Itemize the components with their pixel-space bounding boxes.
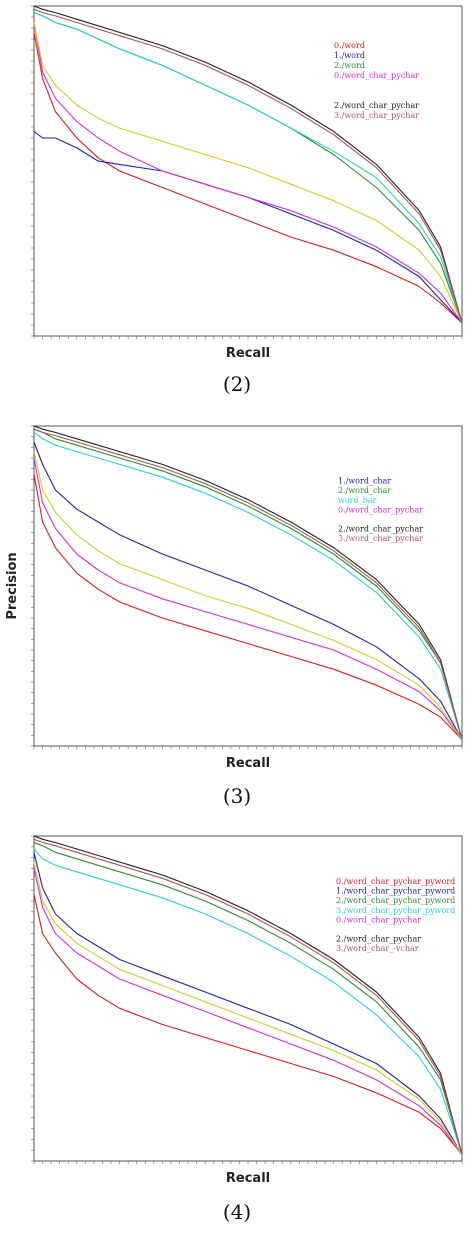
panel-label-2: (2) <box>222 372 252 396</box>
legend-entry-0: 0./word <box>334 41 365 50</box>
series-line-7 <box>33 838 463 1155</box>
pr-chart-panel-4: 0./word_char_pychar_pyword 1./word_char_p… <box>0 820 474 1233</box>
series-line-3 <box>33 22 463 324</box>
series-line-5 <box>33 861 463 1155</box>
legend-entry-0: 0./word_char_pychar_pyword <box>336 877 455 886</box>
series-line-3 <box>33 848 463 1155</box>
pr-chart-4-svg: 0./word_char_pychar_pyword1./word_char_p… <box>31 835 463 1186</box>
legend-entry-3: 3./word_char_pychar_pyword <box>336 906 455 915</box>
y-axis-label: Precision <box>5 552 20 619</box>
panel-label-4: (4) <box>222 1200 252 1224</box>
series-line-6 <box>33 5 463 323</box>
pr-chart-2-svg: 0./word1./word2./word0./word_char_pychar… <box>31 5 463 361</box>
pr-chart-panel-3: 1./word_char 2./word_char word_bar 0./word_… <box>0 410 474 820</box>
series-line-0 <box>33 894 463 1155</box>
series-line-1 <box>33 441 463 740</box>
plot-frame <box>33 5 463 337</box>
series-line-6 <box>33 425 463 740</box>
series-line-6 <box>33 835 463 1155</box>
legend-entry-7: 3./word_char_-vchar <box>336 944 419 953</box>
series-line-2 <box>33 841 463 1155</box>
legend-entry-7: 3./word_char_pychar <box>334 111 419 120</box>
x-axis-label: Recall <box>226 346 270 361</box>
series-line-7 <box>33 8 463 323</box>
legend-entry-1: 1./word_char_pychar_pyword <box>336 887 455 896</box>
panel-label-3: (3) <box>222 784 252 808</box>
legend-entry-6: 2./word_char_pychar <box>334 101 419 110</box>
series-line-5 <box>33 12 463 323</box>
series-line-7 <box>33 428 463 740</box>
legend-entry-4: 0./word_char_pychar <box>338 505 423 514</box>
legend-entry-2: 2./word <box>334 61 365 70</box>
pr-chart-3-svg: 1./word_char2./word_charword_bar0./word_… <box>5 425 463 771</box>
x-axis-label: Recall <box>226 1171 270 1186</box>
legend-entry-1: 1./word <box>334 51 365 60</box>
legend-entry-3: word_bar <box>338 496 377 505</box>
legend-entry-3: 0./word_char_pychar <box>334 71 419 80</box>
pr-chart-panel-2: 0./word 1./word 2./word 0./word_char_pychar… <box>0 0 474 410</box>
legend-entry-6: 2./word_char_pychar <box>336 935 421 944</box>
series-line-1 <box>33 852 463 1155</box>
legend-entry-6: 2./word_char_pychar <box>338 525 423 534</box>
x-axis-label: Recall <box>226 756 270 771</box>
legend-entry-7: 3./word_char_pychar <box>338 534 423 543</box>
legend-entry-2: 2./word_char <box>338 486 391 495</box>
series-line-0 <box>33 32 463 324</box>
series-line-4 <box>33 457 463 740</box>
series-line-0 <box>33 473 463 740</box>
legend-entry-4: 0./word_char_pychar <box>336 915 421 924</box>
legend-entry-2: 2./word_char_pychar_pyword <box>336 896 455 905</box>
series-line-2 <box>33 428 463 740</box>
series-line-5 <box>33 451 463 740</box>
series-line-3 <box>33 431 463 740</box>
legend-entry-1: 1./word_char <box>338 477 391 486</box>
series-line-4 <box>33 868 463 1155</box>
series-line-4 <box>33 22 463 324</box>
